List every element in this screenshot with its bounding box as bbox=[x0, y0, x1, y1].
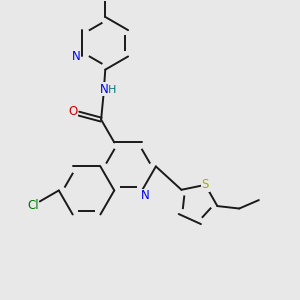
Text: O: O bbox=[68, 106, 77, 118]
Text: N: N bbox=[100, 83, 108, 96]
Text: H: H bbox=[108, 85, 117, 95]
Text: N: N bbox=[72, 50, 80, 63]
Text: Cl: Cl bbox=[27, 199, 39, 212]
Text: N: N bbox=[141, 190, 150, 202]
Text: S: S bbox=[202, 178, 209, 191]
